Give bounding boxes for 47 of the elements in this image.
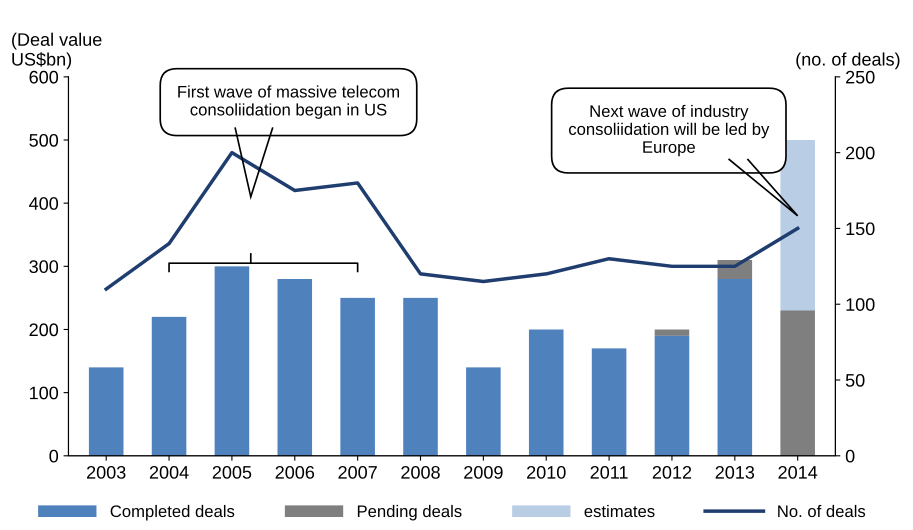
y2-axis-title: (no. of deals) — [796, 52, 900, 70]
y-tick-label: 200 — [30, 323, 58, 336]
annotation: First wave of massive telecom consoliidation began in US — [178, 85, 400, 119]
bar — [214, 266, 250, 456]
legend-label: No. of deals — [778, 504, 866, 518]
x-tick-label: 2010 — [527, 466, 566, 479]
y-tick-label: 100 — [30, 386, 58, 400]
x-tick-label: 2011 — [590, 466, 628, 479]
y2-tick-label: 250 — [846, 70, 875, 84]
bar — [592, 348, 626, 456]
y-tick-label: 0 — [49, 450, 58, 463]
y2-tick-label: 50 — [846, 374, 864, 387]
bar — [780, 140, 815, 311]
y-tick-label: 400 — [29, 197, 58, 210]
y-tick-label: 600 — [30, 70, 58, 84]
bar — [718, 278, 752, 456]
x-tick-label: 2012 — [652, 466, 692, 479]
x-tick-label: 2005 — [212, 466, 252, 479]
y2-tick-label: 150 — [846, 222, 875, 236]
x-tick-label: 2006 — [276, 466, 314, 479]
legend-label: estimates — [584, 504, 655, 518]
bar — [654, 336, 690, 456]
bar — [403, 298, 438, 456]
annotation: Next wave of industry consoliidation will be led by Europe — [569, 104, 770, 156]
x-tick-label: 2009 — [464, 466, 503, 479]
x-tick-label: 2004 — [150, 466, 189, 479]
bar — [88, 367, 124, 456]
bar — [152, 316, 186, 456]
y-tick-label: 500 — [29, 134, 58, 147]
x-tick-label: 2007 — [338, 466, 377, 479]
bar — [780, 310, 815, 456]
bar — [528, 329, 564, 456]
bar — [277, 278, 312, 456]
bar — [340, 298, 375, 456]
legend-label: Pending deals — [358, 504, 462, 520]
y2-tick-label: 0 — [846, 450, 854, 463]
y2-tick-label: 100 — [846, 298, 875, 311]
legend-label: Completed deals — [110, 504, 234, 520]
x-tick-label: 2003 — [87, 466, 126, 479]
x-tick-label: 2008 — [401, 466, 440, 479]
bar — [654, 329, 690, 336]
x-tick-label: 2014 — [778, 466, 818, 479]
x-tick-label: 2013 — [716, 466, 754, 479]
y2-tick-label: 200 — [846, 146, 875, 160]
y-tick-label: 300 — [29, 260, 58, 274]
y-axis-title: (Deal value US$bn) — [12, 32, 102, 70]
bar — [466, 367, 501, 456]
